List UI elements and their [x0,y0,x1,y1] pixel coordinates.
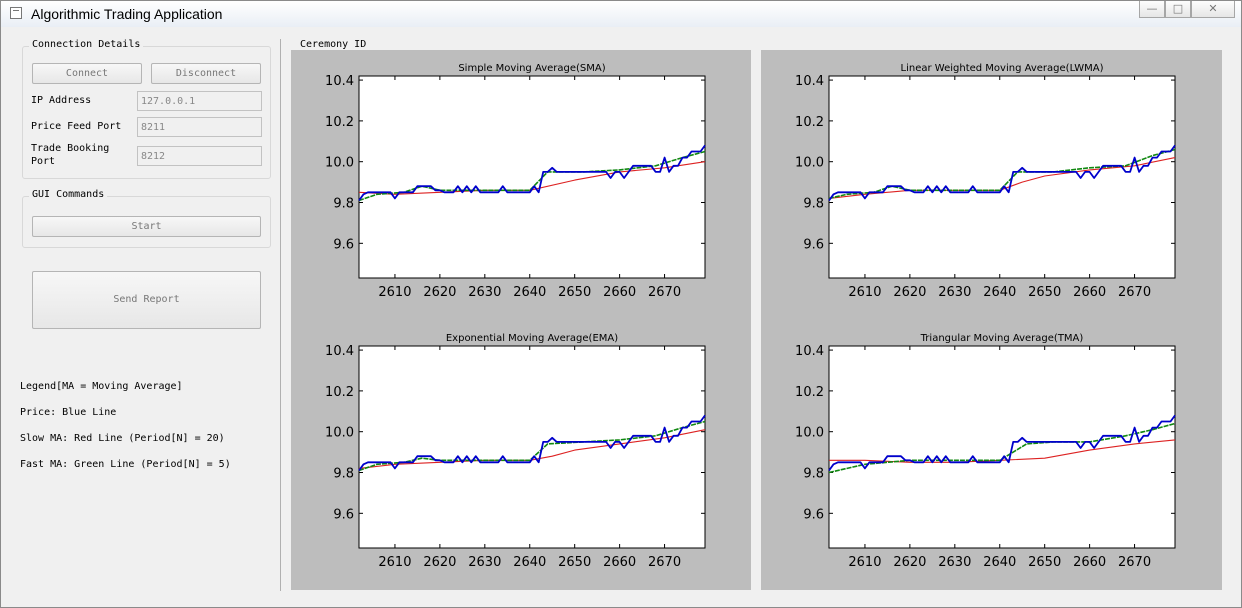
price-series-line [828,144,1176,202]
title-bar[interactable]: Algorithmic Trading Application — □ ✕ [1,1,1241,27]
y-tick-label: 10.2 [795,385,824,400]
minimize-icon[interactable]: — [1139,1,1165,18]
y-tick-label: 9.8 [803,467,824,482]
y-tick-label: 9.6 [333,507,354,522]
splitter[interactable] [280,39,281,591]
trade-booking-port-field[interactable] [137,146,262,166]
x-tick-label: 2620 [423,555,456,570]
app-icon [10,7,22,19]
y-tick-label: 10.0 [795,156,824,171]
y-tick-label: 10.4 [795,344,824,359]
start-button[interactable]: Start [32,216,261,237]
y-tick-label: 9.6 [803,507,824,522]
slow-series-line [828,157,1176,199]
plot-area [828,345,1176,549]
slow-series-line [358,161,706,195]
fast-series-line [828,422,1176,474]
price-series-line [358,144,706,202]
legend-title: Legend[MA = Moving Average] [20,381,183,392]
connection-details-title: Connection Details [29,39,144,50]
legend-price: Price: Blue Line [20,407,117,418]
x-tick-label: 2670 [648,285,681,300]
x-tick-label: 2640 [983,285,1016,300]
slow-series-line [358,429,706,469]
price-feed-port-field[interactable] [137,117,262,137]
x-tick-label: 2660 [1073,555,1106,570]
x-tick-label: 2630 [468,285,501,300]
x-tick-label: 2650 [558,285,591,300]
x-tick-label: 2650 [558,555,591,570]
chart-title: Exponential Moving Average(EMA) [446,333,618,344]
window-title: Algorithmic Trading Application [31,6,223,22]
gui-commands-title: GUI Commands [29,189,108,200]
x-tick-label: 2630 [468,555,501,570]
ip-address-field[interactable] [137,91,262,111]
window-controls: — □ ✕ [1139,1,1235,19]
x-tick-label: 2610 [848,285,881,300]
x-tick-label: 2620 [893,285,926,300]
y-tick-label: 10.4 [325,344,354,359]
price-feed-port-label: Price Feed Port [31,121,122,132]
plot-area [358,345,706,549]
y-tick-label: 10.2 [325,115,354,130]
y-tick-label: 10.4 [325,74,354,89]
price-series-line [358,414,706,472]
x-tick-label: 2650 [1028,285,1061,300]
chart-1: Simple Moving Average(SMA) 9.6 9.8 10.0 10.2… [325,63,706,300]
x-tick-label: 2630 [938,555,971,570]
ip-address-label: IP Address [31,95,92,106]
plot-area [358,75,706,279]
y-tick-label: 9.8 [333,197,354,212]
x-tick-label: 2660 [603,285,636,300]
y-tick-label: 10.2 [795,115,824,130]
x-tick-label: 2630 [938,285,971,300]
chart-4: Triangular Moving Average(TMA) 9.6 9.8 10.0… [795,333,1176,570]
x-tick-label: 2660 [1073,285,1106,300]
y-tick-label: 10.0 [325,156,354,171]
plot-area [828,75,1176,279]
x-tick-label: 2610 [378,285,411,300]
plot-area-label: Ceremony ID [300,39,367,50]
connect-button[interactable]: Connect [32,63,142,84]
x-tick-label: 2670 [1118,285,1151,300]
price-series-line [828,414,1176,472]
close-icon[interactable]: ✕ [1191,1,1235,18]
y-tick-label: 10.0 [795,426,824,441]
chart-title: Simple Moving Average(SMA) [458,63,605,74]
gui-commands-group: GUI Commands [22,189,271,248]
y-tick-label: 9.6 [803,237,824,252]
x-tick-label: 2670 [648,555,681,570]
chart-3: Exponential Moving Average(EMA) 9.6 9.8 10.… [325,333,706,570]
send-report-button[interactable]: Send Report [32,271,261,329]
x-tick-label: 2610 [848,555,881,570]
x-tick-label: 2640 [513,285,546,300]
y-tick-label: 9.8 [803,197,824,212]
chart-panel: Simple Moving Average(SMA) 9.6 9.8 10.0 10.2… [291,50,1222,590]
legend-slow-ma: Slow MA: Red Line (Period[N] = 20) [20,433,225,444]
y-tick-label: 9.6 [333,237,354,252]
disconnect-button[interactable]: Disconnect [151,63,261,84]
y-tick-label: 10.4 [795,74,824,89]
connection-details-group: Connection Details [22,39,271,179]
x-tick-label: 2670 [1118,555,1151,570]
maximize-icon[interactable]: □ [1165,1,1191,18]
x-tick-label: 2610 [378,555,411,570]
legend-fast-ma: Fast MA: Green Line (Period[N] = 5) [20,459,231,470]
chart-title: Linear Weighted Moving Average(LWMA) [901,63,1104,74]
y-tick-label: 9.8 [333,467,354,482]
y-tick-label: 10.0 [325,426,354,441]
x-tick-label: 2640 [983,555,1016,570]
chart-title: Triangular Moving Average(TMA) [920,333,1084,344]
x-tick-label: 2620 [893,555,926,570]
trade-booking-port-label-line1: Trade Booking [31,143,110,154]
x-tick-label: 2650 [1028,555,1061,570]
y-tick-label: 10.2 [325,385,354,400]
x-tick-label: 2620 [423,285,456,300]
x-tick-label: 2660 [603,555,636,570]
chart-2: Linear Weighted Moving Average(LWMA) 9.6 9… [795,63,1176,300]
x-tick-label: 2640 [513,555,546,570]
trade-booking-port-label-line2: Port [31,156,56,167]
